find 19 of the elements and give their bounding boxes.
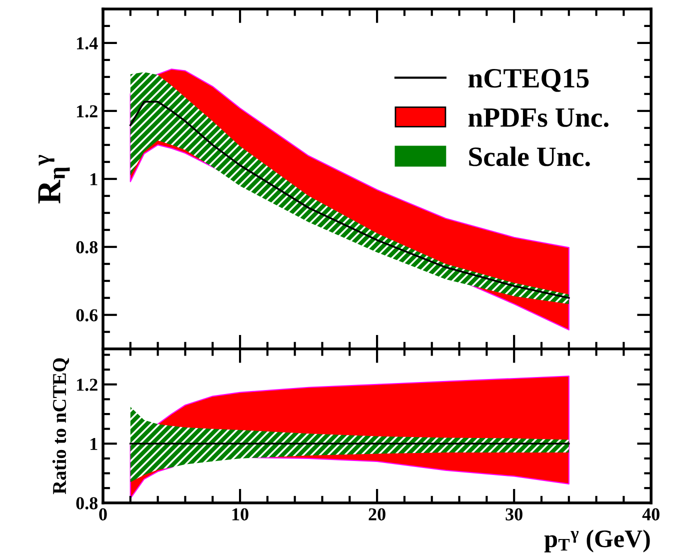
- y-axis-title: R$_{η}$$^{γ}$: [38, 154, 70, 204]
- y-axis-title: Ratio to nCTEQ: [52, 358, 70, 494]
- legend-label: nCTEQ15: [468, 69, 589, 92]
- x-axis-title: p$_{T}$$^{γ}$ (GeV): [544, 530, 650, 552]
- legend-label: Scale Unc.: [469, 146, 590, 166]
- x-tick-label: 10: [232, 508, 248, 520]
- y-tick-label: 1: [90, 173, 98, 186]
- y-tick-label: 1.4: [77, 37, 98, 50]
- x-tick-label: 20: [368, 508, 386, 520]
- y-tick-label: 0.6: [76, 309, 98, 322]
- y-tick-label: 0.8: [76, 497, 98, 510]
- y-tick-label: 1.2: [77, 105, 98, 118]
- legend-label: nPDFs Unc.: [468, 108, 608, 128]
- x-tick-label: 30: [506, 508, 522, 520]
- y-tick-label: 1.2: [77, 378, 98, 391]
- x-tick-label: 0: [99, 508, 107, 520]
- y-tick-label: 0.8: [76, 241, 98, 254]
- x-tick-label: 40: [642, 508, 660, 520]
- y-tick-label: 1: [90, 438, 98, 450]
